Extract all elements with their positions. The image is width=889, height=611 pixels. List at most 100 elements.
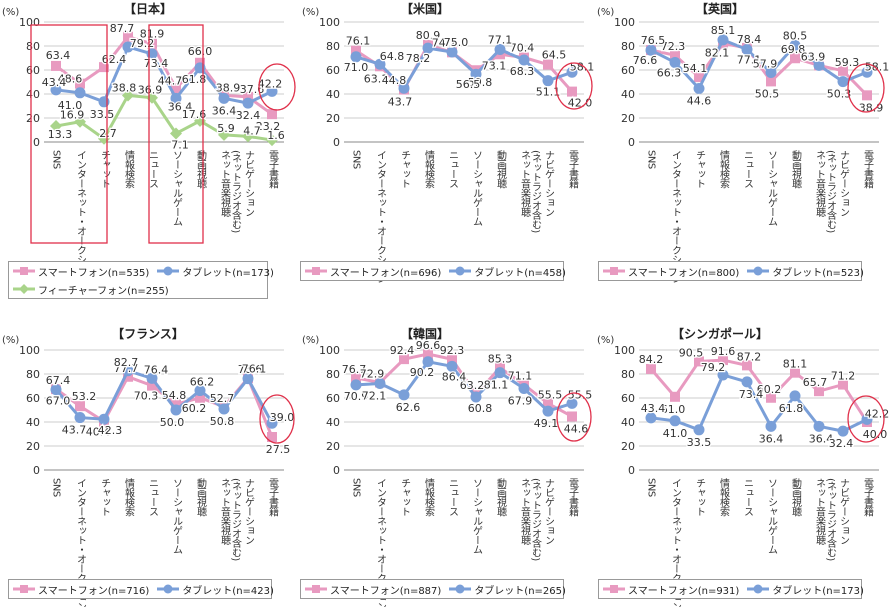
data-point (862, 90, 872, 101)
legend-marker-square-icon (305, 585, 327, 593)
data-point (789, 390, 801, 402)
data-point (669, 56, 681, 68)
data-point (646, 363, 656, 374)
data-point (350, 51, 362, 63)
unit-label: (%) (2, 7, 19, 18)
data-label: 79.2 (701, 361, 726, 374)
data-label: 62.4 (102, 53, 127, 66)
legend-marker-square-icon (305, 267, 327, 275)
data-label: 70.4 (510, 42, 535, 55)
legend-label: タブレット(n=173) (772, 585, 864, 597)
legend-marker-circle-icon (449, 584, 472, 594)
legend-france: スマートフォン(n=716) タブレット(n=423) (8, 579, 274, 599)
data-label: 36.4 (809, 432, 834, 445)
y-tick-label: 40 (326, 88, 340, 101)
chart-title: 【英国】 (696, 1, 744, 16)
data-point (267, 432, 277, 442)
data-point (242, 97, 254, 109)
x-tick-label: チャット (399, 478, 410, 516)
data-label: 81.1 (783, 358, 808, 371)
x-tick-label: ニュース (447, 150, 458, 188)
data-point (543, 398, 553, 409)
y-tick-label: 0 (628, 464, 635, 477)
data-label: 36.9 (138, 84, 163, 97)
legend-entry-tablet: タブレット(n=173) (157, 264, 274, 279)
data-label: 82.7 (114, 356, 139, 369)
data-point (694, 356, 704, 367)
data-point (494, 367, 506, 379)
data-label: 54.8 (162, 389, 187, 402)
data-point (446, 46, 458, 58)
legend-label: フィーチャーフォン(n=255) (38, 285, 169, 297)
data-point (813, 420, 825, 432)
legend-entry-smartphone: スマートフォン(n=931) (603, 582, 739, 597)
x-tick-label: インターネット・オークション (375, 150, 387, 283)
x-tick-label: 電子書籍 (567, 150, 579, 189)
data-point (693, 424, 705, 436)
data-label: 67.9 (508, 395, 533, 408)
data-point (50, 84, 62, 96)
data-label: 42.2 (258, 77, 283, 90)
y-tick-label: 60 (326, 392, 340, 405)
data-point (99, 62, 109, 73)
data-point (566, 397, 578, 409)
data-point (518, 383, 530, 395)
data-point (766, 392, 776, 403)
data-label: 76.1 (242, 363, 267, 376)
data-label: 69.8 (781, 43, 806, 56)
x-tick-label: ソーシャルゲーム (471, 150, 483, 226)
data-point (423, 349, 433, 360)
data-label: 44.6 (687, 94, 712, 107)
legend-entry-feature-phone: フィーチャーフォン(n=255) (13, 282, 169, 297)
data-point (645, 412, 657, 424)
data-label: 44.8 (382, 74, 407, 87)
x-tick-label: SNS (351, 150, 362, 169)
legend-entry-tablet: タブレット(n=173) (747, 582, 864, 597)
x-tick-label: 情報検索 (123, 477, 135, 517)
x-tick-label: ソーシャルゲーム (171, 478, 183, 554)
y-tick-label: 100 (19, 16, 40, 29)
data-point (542, 405, 554, 417)
y-tick-label: 100 (319, 344, 340, 357)
data-point (838, 379, 848, 390)
x-tick-label: 動画視聴 (495, 477, 507, 518)
x-tick-label: ナビゲーション (243, 150, 255, 217)
data-label: 79.2 (130, 37, 155, 50)
data-label: 85.3 (488, 353, 513, 366)
x-tick-label: ナビゲーション (838, 478, 850, 545)
chart-panel: 【米国】 (%) 0 20 40 60 80 100 SNS インターネット・オークション チャット… (302, 1, 596, 283)
data-point (670, 50, 680, 61)
legend-label: スマートフォン(n=800) (628, 267, 740, 279)
legend-marker-square-icon (13, 267, 35, 275)
data-label: 61.8 (779, 402, 804, 415)
data-label: 77.7 (114, 362, 139, 375)
data-point (765, 67, 777, 79)
chart-title: 【米国】 (401, 1, 449, 16)
legend-entry-smartphone: スマートフォン(n=887) (305, 582, 441, 597)
x-tick-label: ニュース (742, 478, 753, 516)
legend-entry-smartphone: スマートフォン(n=800) (603, 264, 739, 279)
legend-entry-tablet: タブレット(n=458) (449, 264, 566, 279)
legend-entry-tablet: タブレット(n=265) (449, 582, 566, 597)
legend-marker-square-icon (603, 267, 625, 275)
series-line (650, 37, 868, 92)
data-point (837, 76, 849, 88)
data-point (717, 34, 729, 46)
data-point (542, 75, 554, 87)
x-tick-label: (ネットラジオ含む) (530, 150, 542, 233)
x-tick-label: チャット (694, 150, 705, 188)
legend-label: スマートフォン(n=887) (330, 585, 442, 597)
y-tick-label: 20 (621, 112, 635, 125)
y-tick-label: 0 (33, 136, 40, 149)
data-point (266, 417, 278, 429)
x-tick-label: (ネットラジオ含む) (825, 150, 837, 233)
y-tick-label: 100 (19, 344, 40, 357)
data-label: 76.7 (342, 363, 367, 376)
legend-entry-smartphone: スマートフォン(n=716) (13, 582, 149, 597)
data-point (374, 377, 386, 389)
data-label: 5.9 (217, 122, 235, 135)
data-label: 72.3 (661, 40, 686, 53)
x-tick-label: チャット (99, 150, 110, 188)
highlight-ellipse (847, 63, 885, 113)
